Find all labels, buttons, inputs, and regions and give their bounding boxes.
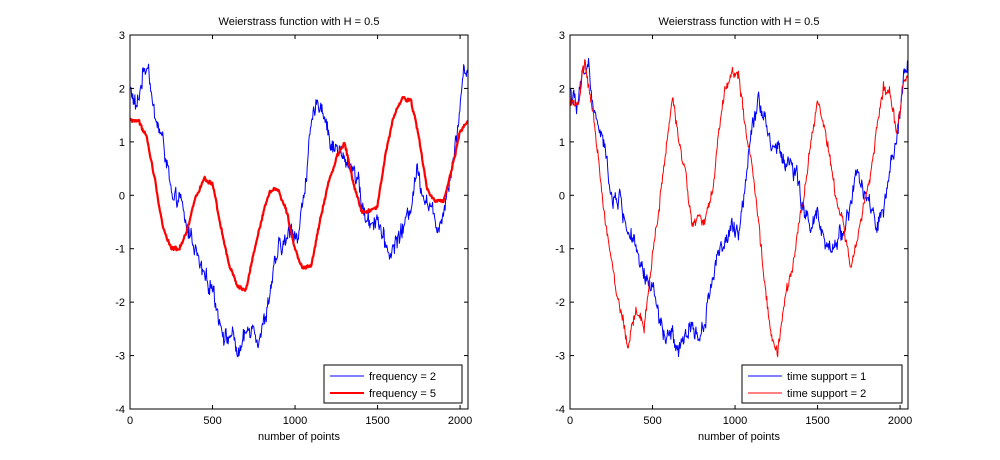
y-tick-label: -3 [115,351,125,363]
legend-label-1: frequency = 2 [369,371,436,383]
legend: frequency = 2 frequency = 5 [323,364,463,404]
legend-label-2: time support = 2 [787,388,866,400]
x-axis-label: number of points [698,431,780,443]
y-tick-label: 3 [119,30,125,42]
chart-panel-2: Weierstrass function with H = 0.5 0 500 100… [555,16,912,443]
y-tick-label: 0 [559,190,565,202]
x-tick-label: 1500 [365,415,389,427]
y-tick-label: 3 [559,30,565,42]
axes-box [569,34,909,410]
chart-panel-1: Weierstrass function with H = 0.5 0 500 100… [115,16,472,443]
y-tick-label: 1 [559,137,565,149]
series-line-2 [570,59,908,358]
chart-title: Weierstrass function with H = 0.5 [659,16,820,28]
y-tick-label: 0 [119,190,125,202]
y-tick-label: -3 [555,351,565,363]
x-tick-label: 1000 [723,415,747,427]
x-axis-label: number of points [258,431,340,443]
y-tick-label: -1 [115,244,125,256]
y-tick-label: 1 [119,137,125,149]
x-tick-label: 0 [127,415,133,427]
y-tick-label: -2 [555,297,565,309]
y-tick-label: -1 [555,244,565,256]
x-tick-label: 1000 [283,415,307,427]
y-tick-label: -2 [115,297,125,309]
x-tick-label: 2000 [888,415,912,427]
y-tick-label: -4 [555,404,565,416]
y-tick-label: 2 [119,83,125,95]
y-tick-label: -4 [115,404,125,416]
legend-box [741,364,903,404]
axes-box [129,34,469,410]
x-tick-label: 1500 [805,415,829,427]
legend: time support = 1 time support = 2 [741,364,903,404]
x-tick-label: 500 [203,415,221,427]
x-tick-label: 500 [643,415,661,427]
x-tick-label: 0 [567,415,573,427]
series-line-1 [130,63,468,358]
chart-title: Weierstrass function with H = 0.5 [219,16,380,28]
series-line-2 [130,95,468,292]
series-line-1 [570,57,908,358]
y-tick-label: 2 [559,83,565,95]
legend-label-1: time support = 1 [787,371,866,383]
legend-label-2: frequency = 5 [369,388,436,400]
x-tick-label: 2000 [448,415,472,427]
legend-box [323,364,463,404]
